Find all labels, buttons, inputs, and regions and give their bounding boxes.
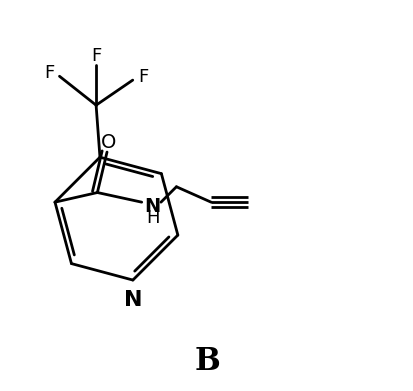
Text: F: F — [45, 64, 55, 82]
Text: N: N — [144, 197, 160, 216]
Text: B: B — [194, 346, 219, 377]
Text: F: F — [91, 47, 101, 65]
Text: H: H — [145, 209, 159, 227]
Text: F: F — [138, 68, 148, 86]
Text: O: O — [100, 133, 116, 152]
Text: N: N — [123, 290, 142, 310]
